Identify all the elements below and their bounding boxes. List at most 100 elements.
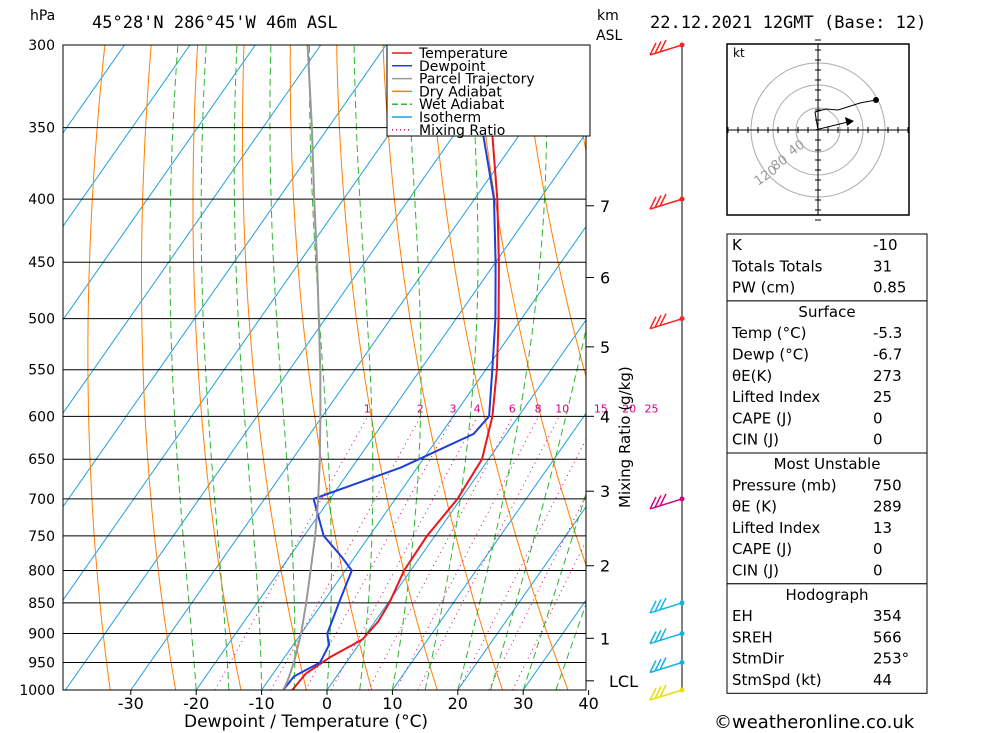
storm-motion-arrowhead [845, 117, 854, 126]
surface-table-row-value: 0 [873, 431, 883, 449]
surface-table-box [726, 300, 928, 454]
dry-adiabat-line [242, 45, 307, 690]
wind-barb-dot [679, 631, 685, 637]
mixing-ratio-tick-label: 2 [417, 402, 424, 415]
hodograph-table-row-value: 354 [873, 607, 902, 625]
km-tick-label: 3 [600, 482, 610, 501]
dewpoint-line [282, 45, 497, 690]
wind-barb-flag [659, 193, 667, 207]
surface-table-row-value: -5.3 [873, 324, 902, 342]
wind-barb-dot [679, 42, 685, 48]
pressure-tick-label: 650 [28, 452, 55, 468]
wind-barb-flag [659, 628, 667, 641]
wind-barb-flag [659, 684, 667, 698]
wet-adiabat-line [490, 327, 586, 690]
mixing-ratio-tick-label: 1 [364, 402, 371, 415]
surface-table-row-value: -6.7 [873, 346, 902, 364]
wind-barb [649, 493, 685, 510]
pressure-tick-label: 400 [28, 192, 55, 208]
wind-barb-flag [649, 496, 657, 510]
wind-barb-flag [654, 195, 662, 208]
dry-adiabat-line [521, 45, 586, 379]
unstable-table-row-value: 750 [873, 476, 902, 494]
surface-table-row-label: CIN (J) [732, 431, 779, 449]
surface-table-row-label: Dewp (°C) [732, 346, 809, 364]
x-tick-label: -10 [249, 694, 275, 713]
indices-table-row-label: PW (cm) [732, 279, 795, 297]
wind-barb [649, 39, 685, 56]
height-axis: 1 2 3 4 5 6 7 LCL [585, 45, 638, 691]
wind-barb-flag [649, 687, 657, 701]
isotherm-line [391, 412, 586, 690]
isotherm-line [195, 132, 586, 690]
hodograph-table-box [726, 583, 928, 694]
x-tick-label: -30 [118, 694, 144, 713]
pressure-tick-label: 800 [28, 563, 55, 579]
pressure-tick-label: 950 [28, 656, 55, 672]
km-tick-label: 1 [600, 629, 610, 648]
wind-profile [649, 39, 685, 701]
km-tick-label: 7 [600, 197, 610, 216]
wind-barb-flag [649, 660, 657, 673]
mixing-ratio-line [458, 438, 586, 690]
mixing-ratio-tick-label: 6 [509, 402, 516, 415]
unstable-table-row-value: 0 [873, 540, 883, 558]
mixing-ratio-tick-label: 20 [622, 402, 636, 415]
isotherm-line [63, 45, 125, 134]
isotherm-line [63, 45, 191, 228]
pressure-tick-label: 1000 [19, 683, 55, 699]
wind-barb [649, 657, 685, 674]
hodograph-unit-label: kt [733, 46, 745, 60]
legend-entry: Temperature [418, 46, 508, 62]
x-axis-title: Dewpoint / Temperature (°C) [184, 712, 428, 732]
wind-barb-dot [679, 196, 685, 202]
storm-motion-arrow [814, 121, 849, 131]
km-tick-label: 4 [600, 407, 610, 426]
hodograph-table-row-value: 566 [873, 628, 902, 646]
mixing-ratio-tick-label: 3 [450, 402, 457, 415]
hodograph-table-row-value: 253° [873, 650, 909, 668]
wind-barb-flag [649, 600, 657, 614]
km-tick-label: 5 [600, 338, 610, 357]
datetime-header: 22.12.2021 12GMT (Base: 12) [650, 13, 926, 33]
unstable-table-box [726, 452, 928, 585]
isotherm-line [64, 45, 518, 690]
km-unit-label: km [597, 8, 619, 24]
wet-adiabat-line [169, 45, 197, 690]
indices-table-row-value: 31 [873, 257, 892, 275]
isotherm-line [63, 45, 387, 508]
wind-barb-flag [659, 493, 667, 507]
wet-adiabat-line [391, 45, 422, 690]
wind-barb-flag [649, 631, 657, 644]
wind-barb [649, 313, 685, 330]
wet-adiabat-line [424, 45, 479, 690]
legend-entry: Isotherm [419, 110, 481, 126]
pressure-tick-label: 350 [28, 121, 55, 137]
wind-barb-dot [679, 496, 685, 502]
wind-barb-flag [654, 629, 662, 643]
sounding-profiles [282, 45, 500, 690]
wind-barb-flag [659, 313, 667, 326]
hodograph-table-row-label: EH [732, 607, 753, 625]
mixing-ratio-axis-title: Mixing Ratio (g/kg) [616, 366, 634, 508]
mixing-ratio-tick-label: 15 [594, 402, 608, 415]
hodograph-table-row-label: StmDir [732, 650, 785, 668]
legend-entry: Dry Adiabat [419, 84, 502, 100]
isobar-lines [63, 44, 586, 691]
legend-box [386, 44, 591, 137]
lcl-label: LCL [609, 672, 638, 691]
hodograph-table-row-label: SREH [732, 628, 773, 646]
isotherm-line [326, 319, 586, 690]
km-tick-label: 2 [600, 557, 610, 576]
unstable-table-row-value: 289 [873, 498, 902, 516]
mixing-ratio-line [395, 416, 540, 690]
x-tick-label: 0 [322, 694, 332, 713]
pressure-tick-label: 750 [28, 529, 55, 545]
mixing-ratio-line [330, 416, 479, 690]
dry-adiabat-line [986, 45, 1000, 690]
unstable-table-row-label: Lifted Index [732, 519, 820, 537]
mixing-ratio-line [367, 416, 514, 690]
isotherm-line [63, 45, 256, 321]
unstable-table-row-value: 13 [873, 519, 892, 537]
